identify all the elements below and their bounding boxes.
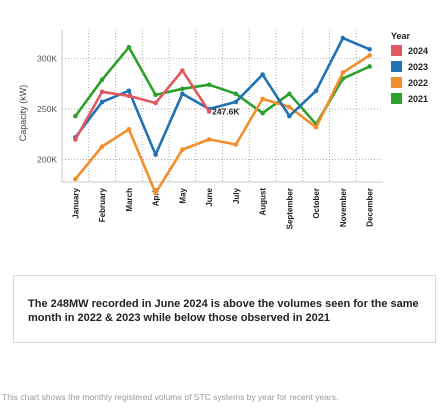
- y-tick-label: 200K: [37, 155, 57, 165]
- summary-text: The 248MW recorded in June 2024 is above…: [28, 298, 419, 324]
- data-point: [206, 137, 212, 142]
- legend-swatch: [391, 61, 402, 72]
- data-point: [153, 152, 158, 157]
- data-point: [180, 68, 185, 73]
- legend-swatch: [391, 77, 402, 88]
- data-point: [126, 44, 132, 50]
- legend-swatch: [391, 45, 402, 56]
- x-tick-label: February: [98, 187, 107, 222]
- chart-caption: This chart shows the monthly registered …: [2, 392, 339, 402]
- data-point: [340, 70, 346, 75]
- data-point: [260, 72, 265, 77]
- legend-entry: 2023: [408, 62, 428, 72]
- data-point: [99, 99, 105, 105]
- legend-entry: 2024: [408, 46, 428, 56]
- annotations: 247.6K: [212, 106, 240, 116]
- legend-swatch: [391, 93, 402, 104]
- data-point: [340, 35, 346, 41]
- data-point: [126, 93, 132, 99]
- data-point: [206, 109, 212, 114]
- x-tick-label: March: [125, 188, 134, 212]
- series-line-2022: [74, 54, 371, 195]
- data-point: [73, 113, 78, 119]
- x-tick-label: November: [339, 188, 348, 227]
- x-tick-label: July: [232, 187, 241, 204]
- x-tick-label: September: [285, 188, 294, 229]
- data-point: [73, 137, 78, 142]
- data-point: [180, 91, 185, 97]
- x-tick-label: August: [259, 188, 268, 216]
- x-tick-label: October: [312, 188, 321, 219]
- x-tick-label: May: [178, 187, 187, 203]
- line-chart: 200K 250K 300K January February March April Ma…: [18, 30, 428, 229]
- data-point: [233, 99, 239, 105]
- data-point: [367, 64, 372, 69]
- data-point: [287, 91, 292, 97]
- data-point: [367, 53, 372, 58]
- y-axis-label: Capacity (kW): [18, 85, 28, 142]
- summary-box: The 248MW recorded in June 2024 is above…: [13, 275, 436, 343]
- x-tick-label: December: [366, 188, 375, 227]
- y-axis-ticks: 200K 250K 300K: [37, 53, 57, 164]
- data-point: [367, 46, 372, 52]
- data-point: [233, 91, 239, 97]
- x-tick-label: April: [152, 188, 161, 206]
- data-point: [233, 142, 239, 147]
- data-point: [126, 127, 132, 132]
- data-point: [180, 86, 185, 92]
- data-point: [313, 124, 319, 130]
- legend: Year 2024 2023 2022 2021: [391, 31, 428, 104]
- series-2024: [73, 68, 212, 142]
- data-point: [126, 88, 132, 94]
- x-tick-label: June: [205, 187, 214, 206]
- series-lines: [73, 35, 372, 196]
- series-line-2023: [74, 36, 371, 156]
- data-point: [73, 176, 78, 182]
- grid-lines: [62, 30, 383, 182]
- data-point: [99, 77, 105, 82]
- data-point: [206, 82, 212, 88]
- data-label-june-2024: 247.6K: [212, 106, 240, 116]
- legend-title: Year: [391, 31, 411, 41]
- x-axis-ticks: January February March April May June July Augu…: [71, 187, 374, 229]
- data-point: [153, 92, 158, 98]
- data-point: [313, 88, 319, 94]
- data-point: [260, 110, 265, 116]
- data-point: [153, 190, 158, 196]
- data-point: [180, 147, 185, 152]
- series-2023: [73, 35, 372, 157]
- plot-frame: [61, 30, 383, 183]
- x-tick-label: January: [71, 187, 80, 218]
- y-tick-label: 250K: [37, 104, 57, 114]
- series-2022: [73, 53, 372, 196]
- data-point: [287, 113, 292, 119]
- y-tick-label: 300K: [37, 53, 57, 63]
- data-point: [153, 100, 158, 106]
- data-point: [99, 89, 105, 95]
- data-point: [287, 104, 292, 110]
- series-line-2024: [74, 69, 211, 141]
- legend-entry: 2021: [408, 94, 428, 104]
- data-point: [99, 144, 105, 149]
- legend-entry: 2022: [408, 78, 428, 88]
- data-point: [260, 96, 265, 102]
